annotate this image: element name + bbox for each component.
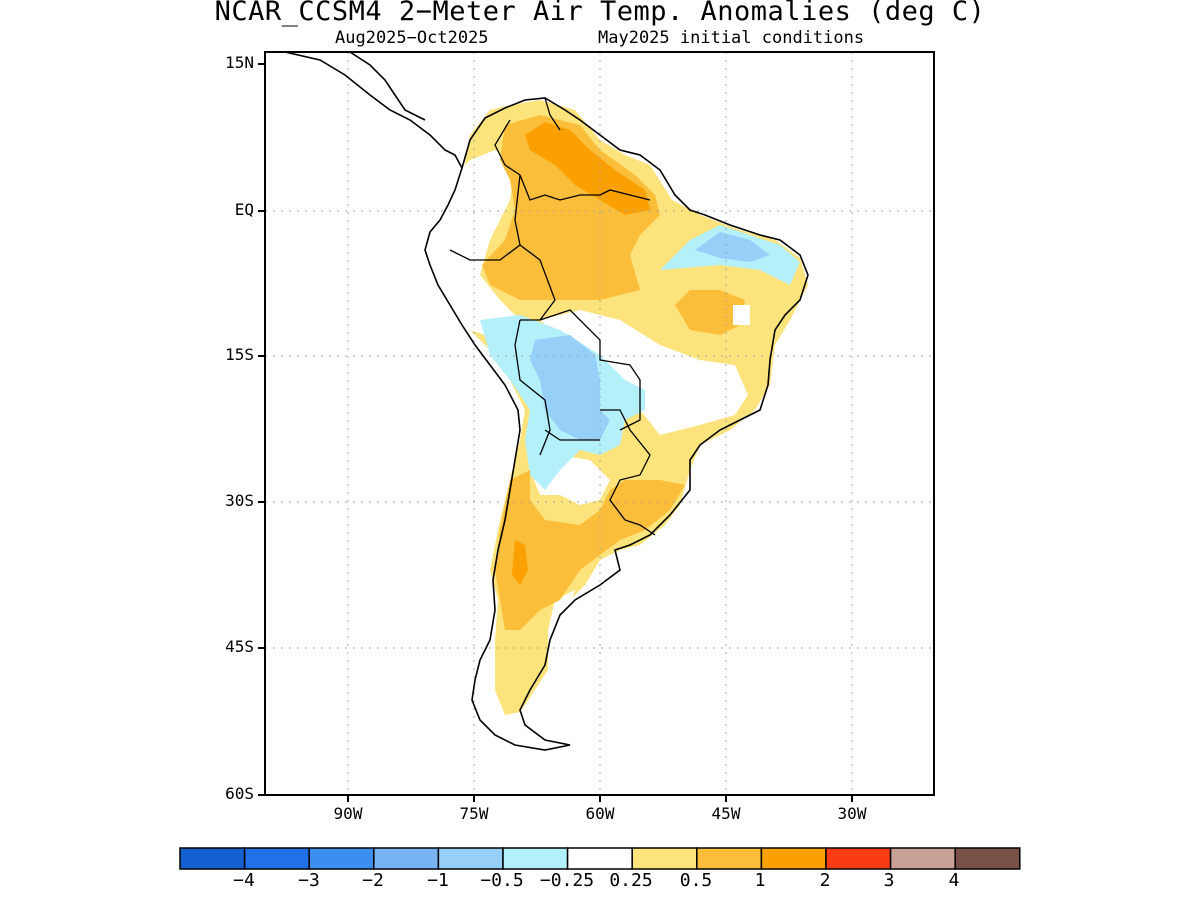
anomaly-region-neutral-central [540, 310, 748, 435]
central-america-caribbean-coast [349, 52, 426, 121]
south-america-coast [424, 97, 809, 751]
colorbar-swatch [243, 847, 310, 870]
colorbar-swatch [889, 847, 956, 870]
lon-label-90w: 90W [333, 804, 363, 823]
anomaly-shading [440, 100, 808, 715]
colorbar-swatch [308, 847, 375, 870]
colorbar-label: −0.25 [539, 870, 595, 891]
anomaly-region-neg-050-northeast [695, 232, 770, 262]
lat-label-45s: 45S [225, 637, 254, 656]
colorbar-swatch [760, 847, 827, 870]
lon-label-75w: 75W [459, 804, 489, 823]
lon-label-45w: 45W [711, 804, 741, 823]
lat-label-15s: 15S [225, 345, 254, 364]
map-title: NCAR_CCSM4 2−Meter Air Temp. Anomalies (… [214, 0, 986, 27]
colorbar-label: 1 [754, 870, 766, 891]
lat-label-30s: 30S [225, 491, 254, 510]
colorbar-swatch [631, 847, 698, 870]
colorbar-label: −2 [362, 870, 384, 891]
colorbar-swatch [179, 847, 246, 870]
anomaly-region-pos-050-south [495, 470, 685, 630]
colorbar-swatch [566, 847, 633, 870]
central-america-coast [284, 52, 463, 169]
lat-label-60s: 60S [225, 784, 254, 803]
colorbar [179, 847, 1021, 870]
colorbar-label: −4 [233, 870, 255, 891]
anomaly-region-pos-050-north [482, 115, 660, 300]
colorbar-swatch [502, 847, 569, 870]
colorbar-label: 2 [819, 870, 831, 891]
lat-label-eq: EQ [234, 200, 254, 219]
initial-conditions: May2025 initial conditions [598, 28, 865, 48]
lon-label-30w: 30W [837, 804, 867, 823]
colorbar-label: 0.5 [679, 870, 713, 891]
forecast-period: Aug2025−Oct2025 [335, 28, 489, 48]
colorbar-label: −3 [298, 870, 320, 891]
country-borders [449, 97, 656, 536]
colorbar-swatch [696, 847, 763, 870]
anomaly-region-neutral-west [440, 150, 520, 340]
lat-label-15n: 15N [225, 53, 254, 72]
colorbar-swatch [373, 847, 440, 870]
colorbar-label: 0.25 [609, 870, 653, 891]
colorbar-swatch [825, 847, 892, 870]
colorbar-label: −1 [427, 870, 449, 891]
anomaly-region-gap [733, 305, 750, 325]
anomaly-region-pos-050-brazil [675, 290, 745, 335]
tick-marks [258, 63, 853, 802]
anomaly-region-neg-050 [530, 335, 610, 440]
colorbar-label: 4 [948, 870, 960, 891]
anomaly-region-pos-1-andes [512, 540, 528, 585]
colorbar-label: 3 [883, 870, 895, 891]
lon-label-60w: 60W [585, 804, 615, 823]
colorbar-swatch [437, 847, 504, 870]
colorbar-label: −0.5 [480, 870, 524, 891]
colorbar-swatch [954, 847, 1021, 870]
coastline [284, 52, 809, 751]
